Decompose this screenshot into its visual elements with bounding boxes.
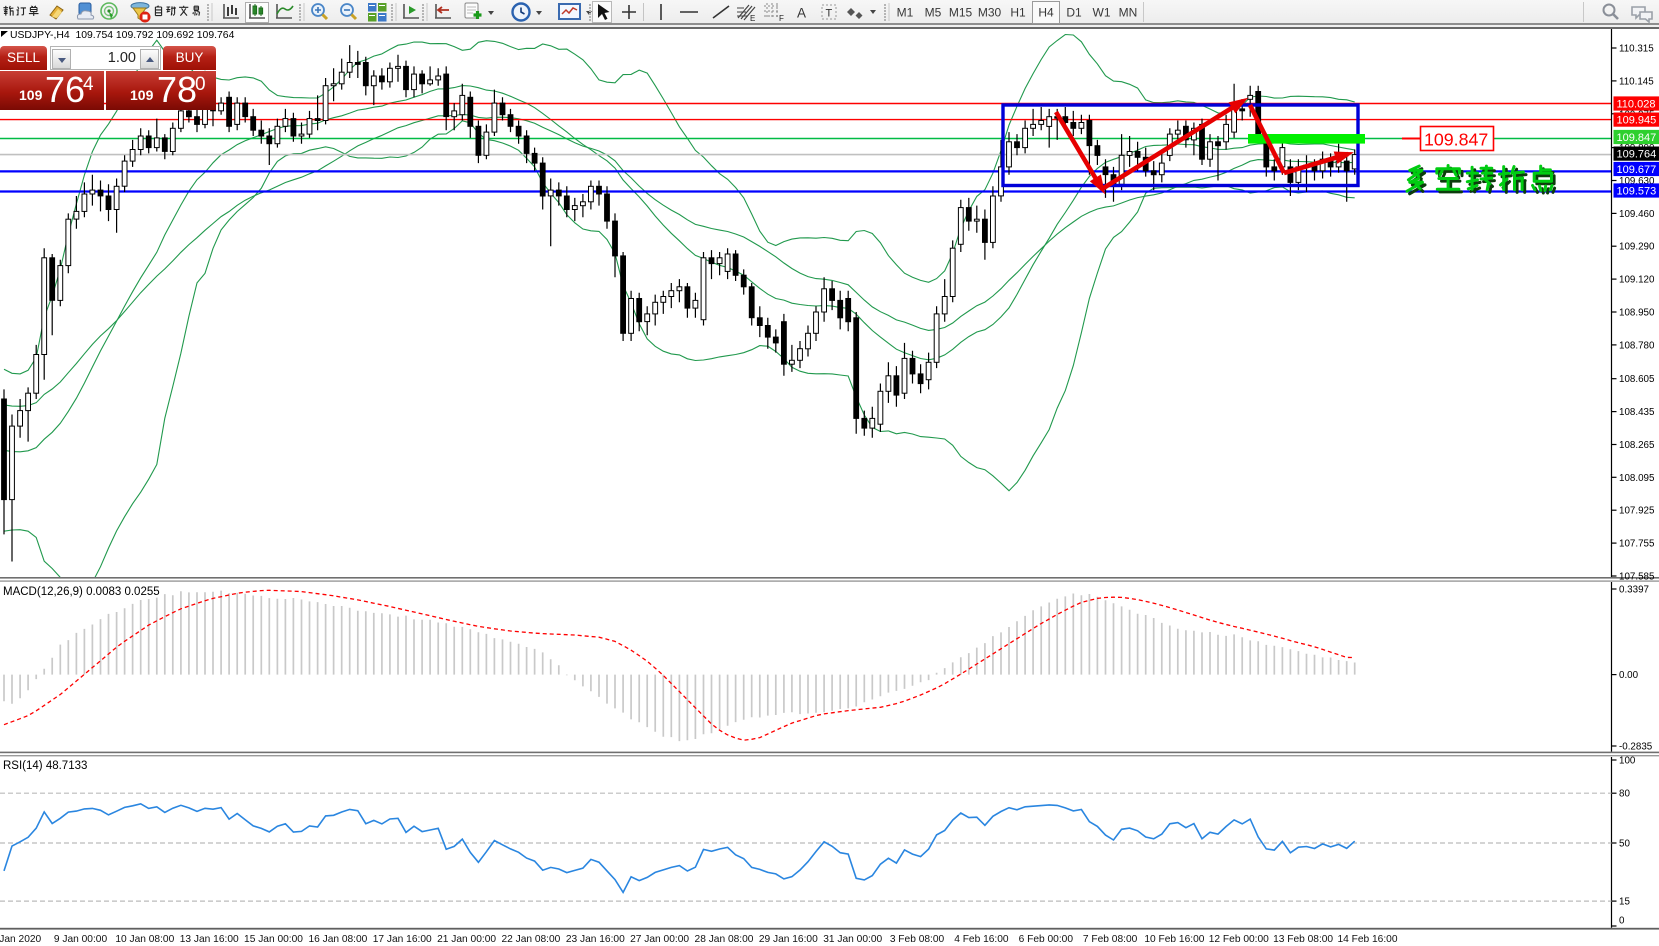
svg-text:MN: MN [1119, 6, 1138, 20]
svg-text:109.677: 109.677 [1617, 164, 1657, 176]
svg-text:108.780: 108.780 [1619, 340, 1655, 351]
svg-text:M30: M30 [978, 6, 1002, 20]
svg-text:109.764: 109.764 [1617, 149, 1657, 161]
svg-text:15: 15 [1619, 897, 1630, 908]
svg-text:10 Feb 16:00: 10 Feb 16:00 [1144, 934, 1204, 945]
svg-text:28 Jan 08:00: 28 Jan 08:00 [695, 934, 754, 945]
svg-text:13 Jan 16:00: 13 Jan 16:00 [180, 934, 239, 945]
svg-text:107.755: 107.755 [1619, 539, 1655, 550]
svg-text:8 Jan 2020: 8 Jan 2020 [0, 934, 42, 945]
svg-text:109.847: 109.847 [1617, 132, 1657, 144]
svg-text:21 Jan 00:00: 21 Jan 00:00 [437, 934, 496, 945]
svg-text:0.3397: 0.3397 [1619, 585, 1649, 596]
svg-text:H4: H4 [1038, 6, 1054, 20]
svg-text:17 Jan 16:00: 17 Jan 16:00 [373, 934, 432, 945]
svg-text:6 Feb 00:00: 6 Feb 00:00 [1019, 934, 1074, 945]
svg-text:0.00: 0.00 [1619, 670, 1639, 681]
svg-text:107.585: 107.585 [1619, 572, 1655, 583]
svg-text:14 Feb 16:00: 14 Feb 16:00 [1337, 934, 1397, 945]
svg-text:109.460: 109.460 [1619, 209, 1655, 220]
svg-text:110.145: 110.145 [1619, 76, 1654, 87]
svg-text:4 Feb 16:00: 4 Feb 16:00 [954, 934, 1009, 945]
svg-text:W1: W1 [1093, 6, 1111, 20]
svg-text:E: E [750, 14, 755, 23]
svg-text:M15: M15 [949, 6, 973, 20]
svg-text:108.265: 108.265 [1619, 440, 1655, 451]
svg-text:110.315: 110.315 [1619, 44, 1654, 55]
svg-text:29 Jan 16:00: 29 Jan 16:00 [759, 934, 818, 945]
svg-text:109.847: 109.847 [1424, 130, 1488, 150]
svg-text:MACD(12,26,9) 0.0083 0.0255: MACD(12,26,9) 0.0083 0.0255 [3, 586, 160, 598]
svg-text:23 Jan 16:00: 23 Jan 16:00 [566, 934, 625, 945]
svg-text:109.120: 109.120 [1619, 275, 1655, 286]
svg-text:12 Feb 00:00: 12 Feb 00:00 [1209, 934, 1269, 945]
svg-text:D1: D1 [1066, 6, 1082, 20]
svg-text:7 Feb 08:00: 7 Feb 08:00 [1083, 934, 1138, 945]
svg-text:H1: H1 [1010, 6, 1026, 20]
svg-text:108.095: 108.095 [1619, 473, 1655, 484]
svg-text:108.435: 108.435 [1619, 407, 1655, 418]
svg-text:109.573: 109.573 [1617, 186, 1657, 198]
svg-text:109.945: 109.945 [1617, 115, 1657, 127]
svg-text:-0.2835: -0.2835 [1619, 742, 1653, 753]
svg-text:16 Jan 08:00: 16 Jan 08:00 [308, 934, 367, 945]
svg-text:T: T [826, 8, 833, 20]
svg-text:50: 50 [1619, 839, 1630, 850]
svg-text:F: F [779, 14, 784, 23]
svg-text:M5: M5 [925, 6, 942, 20]
svg-text:15 Jan 00:00: 15 Jan 00:00 [244, 934, 303, 945]
svg-text:109.630: 109.630 [1619, 176, 1655, 187]
svg-text:A: A [797, 6, 806, 21]
svg-text:9 Jan 00:00: 9 Jan 00:00 [54, 934, 108, 945]
svg-text:0: 0 [1619, 916, 1625, 927]
svg-text:31 Jan 00:00: 31 Jan 00:00 [823, 934, 882, 945]
svg-text:108.950: 108.950 [1619, 308, 1655, 319]
svg-text:M1: M1 [897, 6, 914, 20]
svg-text:110.028: 110.028 [1617, 99, 1656, 111]
svg-text:108.605: 108.605 [1619, 374, 1655, 385]
svg-text:100: 100 [1619, 756, 1636, 767]
svg-text:109.290: 109.290 [1619, 242, 1655, 253]
svg-text:USDJPY-,H4 109.754 109.792 10: USDJPY-,H4 109.754 109.792 109.692 109.7… [10, 30, 235, 41]
svg-text:13 Feb 08:00: 13 Feb 08:00 [1273, 934, 1333, 945]
svg-text:3 Feb 08:00: 3 Feb 08:00 [890, 934, 945, 945]
svg-text:80: 80 [1619, 789, 1630, 800]
svg-text:27 Jan 00:00: 27 Jan 00:00 [630, 934, 689, 945]
svg-text:107.925: 107.925 [1619, 506, 1655, 517]
svg-text:22 Jan 08:00: 22 Jan 08:00 [501, 934, 560, 945]
svg-text:10 Jan 08:00: 10 Jan 08:00 [115, 934, 174, 945]
svg-text:RSI(14) 48.7133: RSI(14) 48.7133 [3, 760, 87, 772]
